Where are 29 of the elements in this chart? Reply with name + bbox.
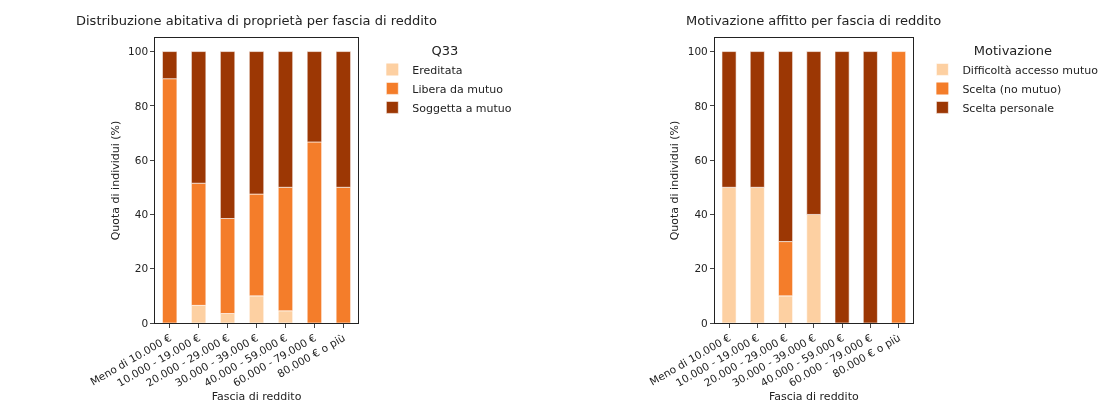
y-tick-label: 60 (694, 153, 708, 166)
chart-title: Distribuzione abitativa di proprietà per fascia di reddito (76, 13, 437, 28)
y-tick-label: 80 (134, 99, 149, 112)
legend-title: Motivazione (973, 42, 1052, 58)
bar (834, 51, 850, 323)
y-axis-title: Quota di individui (%) (108, 120, 122, 241)
legend-label: Difficoltà accesso mutuo (962, 63, 1099, 77)
legend-label: Scelta (no mutuo) (962, 82, 1062, 96)
y-axis-title: Quota di individui (%) (668, 120, 682, 241)
y-tick-label: 0 (701, 316, 708, 329)
y-tick-label: 40 (694, 208, 708, 221)
y-tick-label: 0 (141, 316, 149, 329)
x-axis-title: Fascia di reddito (211, 389, 302, 403)
y-tick-label: 100 (687, 45, 708, 58)
y-tick-label: 20 (694, 262, 708, 275)
y-tick-label: 100 (128, 45, 149, 58)
legend-label: Libera da mutuo (412, 82, 504, 96)
chart-title: Motivazione affitto per fascia di reddito (686, 13, 942, 28)
bar (862, 51, 878, 323)
y-tick-label: 60 (134, 153, 149, 166)
legend-label: Ereditata (412, 63, 463, 77)
bar (891, 51, 906, 323)
legend-label: Soggetta a mutuo (412, 101, 512, 115)
y-tick-label: 20 (134, 262, 149, 275)
legend-label: Scelta personale (962, 101, 1055, 115)
y-tick-label: 40 (134, 208, 149, 221)
x-axis-title: Fascia di reddito (768, 389, 859, 403)
legend-title: Q33 (431, 42, 459, 58)
y-tick-label: 80 (694, 99, 708, 112)
